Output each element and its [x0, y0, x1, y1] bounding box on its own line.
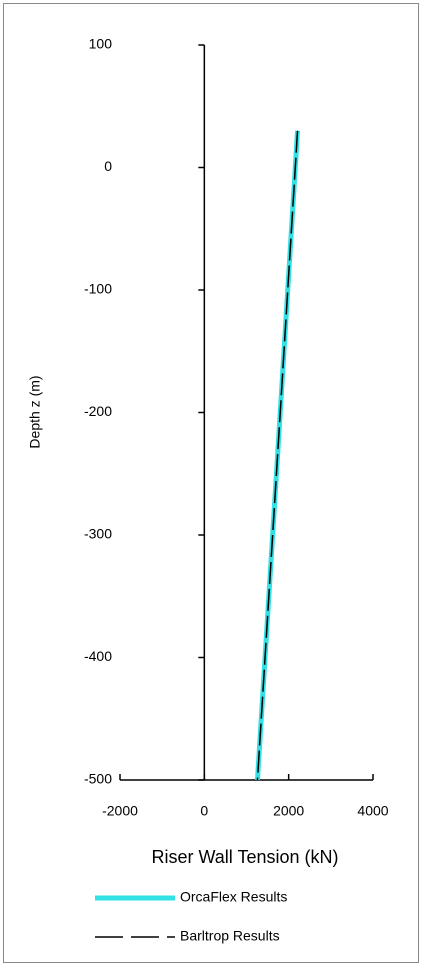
y-tick-label: 0	[104, 158, 112, 174]
frame	[3, 3, 419, 963]
x-tick-label: 0	[200, 803, 208, 819]
x-tick-label: 4000	[357, 803, 388, 819]
legend-label: Barltrop Results	[180, 928, 280, 944]
series-line	[256, 130, 299, 781]
x-tick-label: 2000	[273, 803, 304, 819]
y-tick-label: 100	[89, 36, 113, 52]
x-axis-title: Riser Wall Tension (kN)	[151, 847, 338, 867]
y-tick-label: -200	[84, 403, 112, 419]
y-tick-label: -400	[84, 648, 112, 664]
y-tick-label: -100	[84, 281, 112, 297]
x-tick-label: -2000	[102, 803, 138, 819]
y-tick-label: -500	[84, 771, 112, 787]
y-tick-label: -300	[84, 526, 112, 542]
y-axis-title: Depth z (m)	[27, 375, 43, 448]
legend-label: OrcaFlex Results	[180, 889, 287, 905]
